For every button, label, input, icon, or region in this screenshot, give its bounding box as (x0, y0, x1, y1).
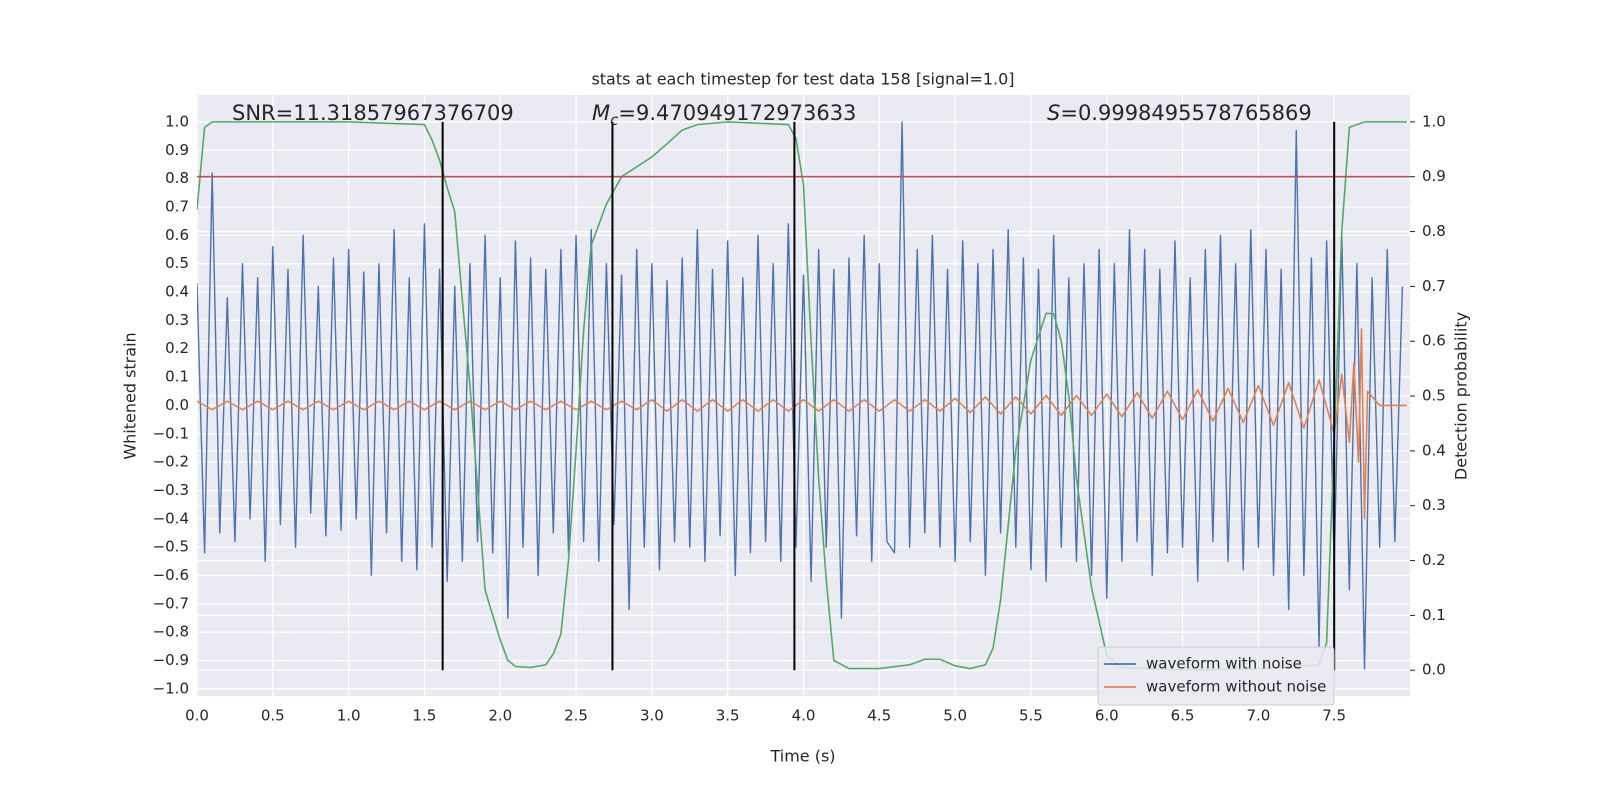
y-tick-label: 0.9 (165, 141, 189, 159)
x-axis-label: Time (s) (769, 747, 835, 766)
x-tick-label: 7.5 (1322, 707, 1346, 725)
y-tick-label: 0.0 (165, 396, 189, 414)
y-tick-label: −0.6 (153, 566, 189, 584)
y-tick-label: −0.8 (153, 623, 189, 641)
legend-label: waveform with noise (1146, 655, 1302, 673)
legend-label: waveform without noise (1146, 678, 1326, 696)
y-tick-label: 0.3 (165, 311, 189, 329)
y-tick-label: −0.4 (153, 509, 189, 527)
annotation: Mc=9.470949172973633 (592, 101, 856, 129)
x-tick-label: 5.0 (943, 707, 967, 725)
x-tick-label: 6.5 (1171, 707, 1195, 725)
x-tick-label: 3.0 (640, 707, 664, 725)
y2-tick-label: 0.7 (1422, 277, 1446, 295)
x-tick-label: 2.0 (488, 707, 512, 725)
y-tick-label: 0.2 (165, 339, 189, 357)
y2-tick-label: 0.3 (1422, 496, 1446, 514)
y-tick-label: −0.1 (153, 424, 189, 442)
y2-tick-label: 0.4 (1422, 441, 1446, 459)
x-tick-label: 7.0 (1246, 707, 1270, 725)
annotation-text: =9.470949172973633 (618, 101, 856, 125)
x-tick-label: 0.5 (261, 707, 285, 725)
y-tick-label: −0.7 (153, 594, 189, 612)
x-tick-label: 1.5 (413, 707, 437, 725)
x-tick-label: 4.5 (867, 707, 891, 725)
y2-tick-label: 0.0 (1422, 661, 1446, 679)
annotation-text: =0.9998495578765869 (1060, 101, 1311, 125)
x-tick-label: 5.5 (1019, 707, 1043, 725)
x-tick-label: 6.0 (1095, 707, 1119, 725)
y2-tick-label: 0.6 (1422, 332, 1446, 350)
x-tick-label: 4.0 (792, 707, 816, 725)
x-tick-label: 1.0 (337, 707, 361, 725)
y-tick-label: −0.2 (153, 453, 189, 471)
y-tick-label: −0.3 (153, 481, 189, 499)
series-line (197, 328, 1407, 520)
chart-title: stats at each timestep for test data 158… (591, 70, 1014, 89)
y2-tick-label: 1.0 (1422, 112, 1446, 130)
annotation-symbol: S (1047, 101, 1060, 125)
y-tick-label: 0.7 (165, 197, 189, 215)
plot-area (197, 121, 1410, 672)
y-tick-label: −0.5 (153, 538, 189, 556)
y-tick-label: 1.0 (165, 112, 189, 130)
y2-axis-label: Detection probability (1452, 312, 1471, 480)
y-tick-label: 0.1 (165, 368, 189, 386)
y-tick-label: −1.0 (153, 679, 189, 697)
y-tick-label: 0.4 (165, 283, 189, 301)
y2-tick-label: 0.5 (1422, 387, 1446, 405)
x-tick-label: 3.5 (716, 707, 740, 725)
x-tick-label: 0.0 (185, 707, 209, 725)
y-tick-label: 0.6 (165, 226, 189, 244)
y2-tick-label: 0.9 (1422, 167, 1446, 185)
x-tick-label: 2.5 (564, 707, 588, 725)
y-axis-label: Whitened strain (121, 332, 140, 459)
series-line (197, 121, 1404, 670)
y2-tick-label: 0.8 (1422, 222, 1446, 240)
annotation: SNR=11.31857967376709 (232, 101, 514, 125)
y-tick-label: −0.9 (153, 651, 189, 669)
annotation-symbol: M (592, 101, 610, 125)
y-tick-label: 0.8 (165, 169, 189, 187)
series-line (197, 121, 1407, 672)
annotation-text: SNR=11.31857967376709 (232, 101, 514, 125)
y2-tick-label: 0.2 (1422, 551, 1446, 569)
y-tick-label: 0.5 (165, 254, 189, 272)
legend-box (1097, 646, 1335, 706)
annotation: S=0.9998495578765869 (1047, 101, 1312, 125)
y2-tick-label: 0.1 (1422, 606, 1446, 624)
annotation-subscript: c (610, 111, 619, 129)
